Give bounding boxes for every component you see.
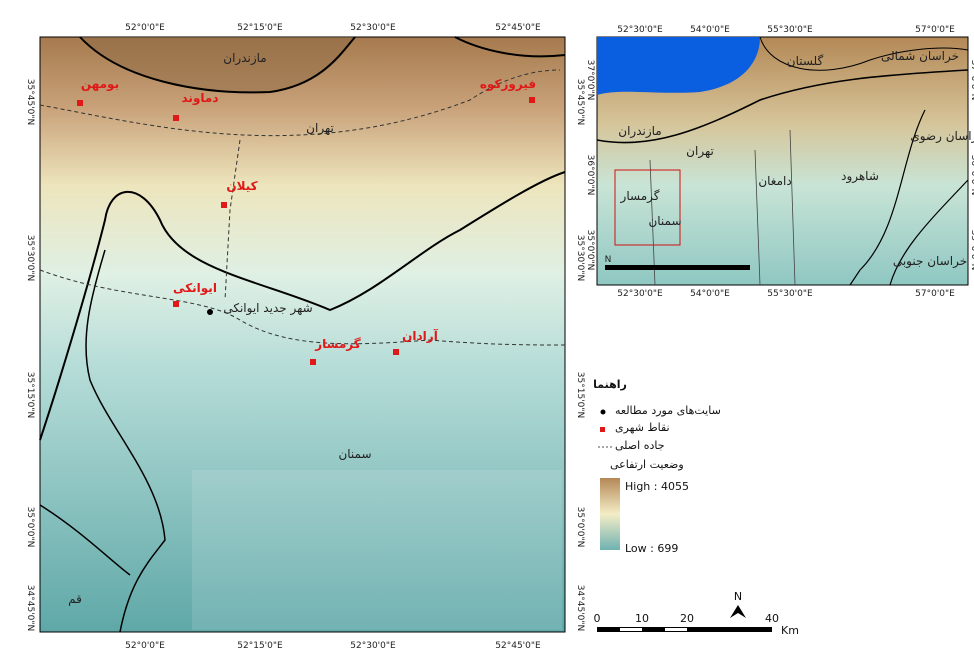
inset-map [596, 36, 969, 286]
inset-label: گلستان [787, 54, 824, 68]
inset-label: سمنان [648, 214, 681, 228]
main-map [39, 36, 566, 633]
scale-label: 10 [635, 612, 649, 625]
legend-title: راهنما [593, 378, 627, 391]
city-marker [529, 97, 535, 103]
city-marker [77, 100, 83, 106]
inset-y-tick: 37°0'0"N [969, 60, 974, 101]
legend-item: نقاط شهری [615, 421, 670, 434]
city-label: دماوند [182, 91, 219, 106]
x-tick-label: 52°15'0"E [237, 23, 283, 33]
x-tick-label: 52°0'0"E [125, 23, 165, 33]
city-label: کیلان [226, 179, 257, 193]
inset-label: مازندران [618, 124, 661, 139]
inset-x-tick: 52°30'0"E [617, 289, 663, 299]
city-marker [310, 359, 316, 365]
inset-x-tick: 52°30'0"E [617, 25, 663, 35]
city-label: گرمسار [314, 337, 361, 351]
city-label: ایوانکی [173, 281, 217, 296]
inset-y-tick: 37°0'0"N [585, 60, 595, 101]
y-tick-label: 34°45'0"N [25, 585, 35, 631]
city-label: آرادان [402, 328, 439, 343]
legend-item: سایت‌های مورد مطالعه [615, 404, 721, 417]
inset-label: خراسان جنوبی [893, 254, 967, 269]
inset-x-tick: 55°30'0"E [767, 289, 813, 299]
inset-x-tick: 54°0'0"E [690, 289, 730, 299]
region-label: سمنان [338, 447, 371, 461]
city-marker [173, 115, 179, 121]
x-tick-label: 52°0'0"E [125, 641, 165, 651]
legend-low: Low : 699 [625, 542, 678, 555]
inset-x-tick: 54°0'0"E [690, 25, 730, 35]
inset-y-tick: 35°0'0"N [969, 230, 974, 271]
y-tick-label: 35°0'0"N [575, 507, 585, 548]
legend-elevation-title: وضعیت ارتفاعی [610, 458, 684, 471]
city-label: بومهن [81, 77, 119, 92]
x-tick-label: 52°30'0"E [350, 641, 396, 651]
inset-label: خراسان شمالی [881, 49, 959, 64]
inset-x-tick: 57°0'0"E [915, 25, 955, 35]
region-label: قم [68, 592, 82, 606]
city-marker [221, 202, 227, 208]
y-tick-label: 35°30'0"N [575, 235, 585, 281]
city-label: فیروزکوه [480, 77, 536, 92]
x-tick-label: 52°30'0"E [350, 23, 396, 33]
y-tick-label: 34°45'0"N [575, 585, 585, 631]
inset-north: N [605, 255, 612, 265]
inset-label: خراسان رضوی [910, 129, 974, 144]
city-marker [173, 301, 179, 307]
inset-y-tick: 36°0'0"N [969, 155, 974, 196]
legend [597, 409, 772, 632]
region-label: تهران [306, 121, 334, 136]
city-marker [393, 349, 399, 355]
legend-item: جاده اصلی [615, 439, 665, 452]
north-arrow-label: N [734, 590, 742, 603]
y-tick-label: 35°30'0"N [25, 235, 35, 281]
inset-label: تهران [686, 144, 714, 159]
y-tick-label: 35°45'0"N [25, 79, 35, 125]
inset-y-tick: 36°0'0"N [585, 155, 595, 196]
y-tick-label: 35°15'0"N [575, 372, 585, 418]
x-tick-label: 52°45'0"E [495, 23, 541, 33]
y-tick-label: 35°45'0"N [575, 79, 585, 125]
legend-high: High : 4055 [625, 480, 689, 493]
inset-y-tick: 35°0'0"N [585, 230, 595, 271]
inset-label: شاهرود [841, 169, 879, 184]
inset-label: گرمسار [620, 189, 660, 204]
region-label: مازندران [223, 51, 266, 66]
inset-x-tick: 55°30'0"E [767, 25, 813, 35]
x-tick-label: 52°45'0"E [495, 641, 541, 651]
region-label: شهر جدید ایوانکی [223, 301, 312, 316]
inset-x-tick: 57°0'0"E [915, 289, 955, 299]
scale-unit: Km [781, 624, 799, 637]
site-dot [207, 309, 213, 315]
scale-label: 20 [680, 612, 694, 625]
scale-label: 40 [765, 612, 779, 625]
y-tick-label: 35°0'0"N [25, 507, 35, 548]
x-tick-label: 52°15'0"E [237, 641, 283, 651]
scale-label: 0 [594, 612, 601, 625]
inset-label: دامغان [758, 174, 791, 188]
y-tick-label: 35°15'0"N [25, 372, 35, 418]
